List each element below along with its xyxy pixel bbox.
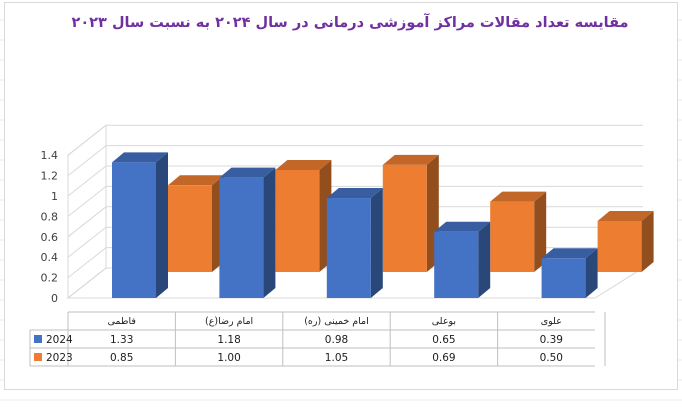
chart-title: مقایسه تعداد مقالات مراکز آموزشی درمانی …	[71, 13, 628, 31]
bar-2024-4[interactable]	[541, 248, 598, 298]
gridline	[67, 124, 643, 156]
bar-2023-4[interactable]	[597, 211, 654, 272]
category-label: امام رضا(ع)	[205, 316, 253, 327]
bar-2024-0[interactable]	[112, 152, 168, 298]
category-label: فاطمی	[107, 316, 135, 327]
bar-2023-0[interactable]	[168, 175, 224, 272]
series-name: 2024	[46, 334, 73, 346]
data-label: 0.50	[540, 352, 563, 364]
data-label: 0.65	[432, 334, 455, 346]
bar-2024-1[interactable]	[219, 167, 276, 298]
gridline	[67, 145, 643, 176]
gridline	[67, 206, 643, 238]
data-label: 0.39	[540, 334, 563, 346]
bar-2023-1[interactable]	[275, 160, 332, 272]
y-tick-label: 0.8	[41, 210, 59, 223]
y-tick-label: 1	[51, 190, 58, 203]
gridline	[67, 165, 643, 197]
series-name: 2023	[46, 352, 73, 364]
series-2023-bars[interactable]	[168, 154, 654, 272]
y-tick-label: 1.4	[41, 149, 59, 162]
data-label: 0.98	[325, 334, 348, 346]
category-label: علوی	[541, 316, 562, 327]
bar-2024-2[interactable]	[326, 188, 383, 298]
legend-key-2024	[34, 335, 42, 343]
y-tick-label: 0.6	[41, 231, 59, 244]
data-label: 1.33	[110, 334, 133, 346]
y-tick-label: 1.2	[41, 170, 59, 183]
bar-2024-3[interactable]	[434, 221, 491, 298]
y-tick-label: 0.4	[41, 251, 59, 264]
data-label: 1.18	[217, 334, 240, 346]
legend-key-2023	[34, 353, 42, 361]
y-axis-ticks: 0 0.2 0.4 0.6 0.8 1 1.2 1.4	[41, 149, 59, 305]
data-label: 1.05	[325, 352, 348, 364]
gridlines	[66, 124, 645, 300]
series-2024-bars[interactable]	[112, 152, 598, 298]
data-label: 1.00	[217, 352, 240, 364]
data-label: 0.69	[432, 352, 455, 364]
y-tick-label: 0.2	[41, 272, 59, 285]
data-table: فاطمی امام رضا(ع) امام خمینی (ره) بوعلی علوی…	[29, 311, 606, 367]
data-label: 0.85	[110, 352, 133, 364]
y-tick-label: 0	[51, 292, 58, 305]
category-label: امام خمینی (ره)	[304, 316, 369, 327]
bar-2023-3[interactable]	[490, 191, 547, 272]
bar-2023-2[interactable]	[382, 154, 439, 272]
gridline	[67, 185, 643, 217]
category-label: بوعلی	[432, 316, 456, 327]
